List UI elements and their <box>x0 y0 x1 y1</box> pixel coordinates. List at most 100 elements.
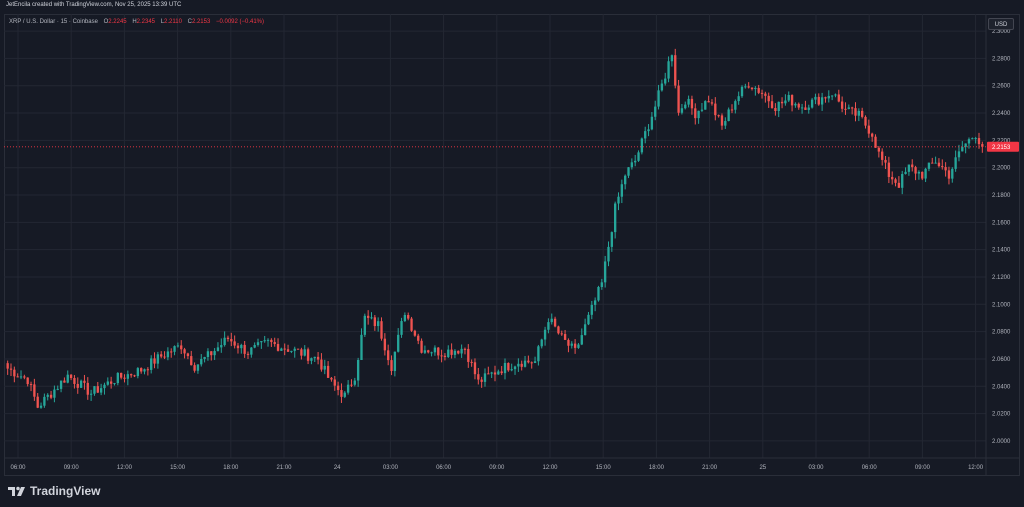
candle-body <box>674 55 677 86</box>
candle-body <box>790 95 794 106</box>
candle-body <box>784 100 787 104</box>
candle-body <box>750 87 754 90</box>
candle-body <box>977 138 981 145</box>
candle-body <box>29 384 33 386</box>
candle-body <box>223 337 226 346</box>
candle-body <box>166 351 170 358</box>
candle-body <box>477 374 480 380</box>
tradingview-logo[interactable]: TradingView <box>8 484 100 498</box>
candle-body <box>163 356 166 358</box>
candle-body <box>346 384 350 393</box>
candle-body <box>560 333 563 335</box>
candle-body <box>754 87 757 90</box>
candle-body <box>760 92 764 94</box>
candle-body <box>957 151 961 158</box>
legend-c-label: C <box>187 19 192 25</box>
y-tick-label: 2.1000 <box>992 302 1011 308</box>
chart-footer <box>0 478 1024 507</box>
candle-body <box>964 143 967 147</box>
candle-body <box>530 362 533 364</box>
candle-body <box>106 381 109 385</box>
candle-body <box>874 136 877 148</box>
candle-body <box>276 344 280 351</box>
candle-body <box>370 317 373 319</box>
candle-body <box>543 329 547 340</box>
candle-body <box>36 396 39 408</box>
candle-body <box>407 315 410 319</box>
candle-body <box>336 385 340 391</box>
candle-body <box>109 381 113 384</box>
candle-body <box>944 167 947 171</box>
candle-body <box>603 261 607 283</box>
candle-body <box>26 377 29 385</box>
candle-body <box>971 138 974 140</box>
candle-body <box>216 347 220 351</box>
candle-body <box>897 182 901 188</box>
candle-body <box>296 348 300 350</box>
candle-body <box>96 386 99 393</box>
price-chart[interactable]: 2.0000 2.0200 2.0400 2.0600 2.0800 2.1000 2.12… <box>4 14 1020 476</box>
candle-body <box>744 86 747 88</box>
candle-body <box>704 101 707 110</box>
candle-body <box>353 380 356 385</box>
candle-body <box>273 342 276 345</box>
candle-body <box>326 365 330 378</box>
candle-body <box>503 362 507 374</box>
candle-body <box>413 330 417 336</box>
candle-body <box>133 375 136 377</box>
candle-body <box>510 369 513 371</box>
candle-body <box>6 363 9 369</box>
candle-body <box>834 94 837 96</box>
candle-body <box>837 94 840 102</box>
chart-legend: XRP / U.S. Dollar · 15 · Coinbase O2.224… <box>9 19 264 25</box>
candle-body <box>780 101 784 104</box>
candle-body <box>931 162 934 164</box>
candle-body <box>403 315 407 322</box>
candle-body <box>9 368 13 370</box>
y-tick-label: 2.0400 <box>992 384 1011 390</box>
candle-body <box>714 103 717 116</box>
candle-body <box>186 353 190 357</box>
candle-body <box>203 357 206 360</box>
x-tick-label: 25 <box>759 465 766 471</box>
candle-body <box>246 353 250 355</box>
candle-body <box>600 282 603 287</box>
candle-body <box>490 372 493 374</box>
currency-button[interactable]: USD <box>988 18 1014 30</box>
candle-body <box>553 318 557 327</box>
candle-body <box>951 168 954 179</box>
y-tick-label: 2.2200 <box>992 138 1011 144</box>
legend-change: −0.0092 (−0.41%) <box>215 19 265 25</box>
candle-body <box>123 377 126 379</box>
x-tick-label: 21:00 <box>702 465 718 471</box>
candle-body <box>193 365 196 371</box>
candle-body <box>634 160 637 163</box>
candle-body <box>66 374 69 383</box>
candle-body <box>320 359 323 370</box>
candle-body <box>210 351 213 356</box>
x-tick-label: 12:00 <box>968 465 984 471</box>
candle-body <box>717 115 720 117</box>
candle-body <box>954 157 957 169</box>
candle-body <box>737 96 740 102</box>
brand-name: TradingView <box>30 484 101 498</box>
candle-body <box>39 405 43 408</box>
candle-body <box>540 339 543 347</box>
candle-body <box>250 347 253 355</box>
candle-body <box>934 162 937 164</box>
y-tick-label: 2.2400 <box>992 111 1011 117</box>
candle-body <box>236 345 240 349</box>
candle-body <box>917 171 921 174</box>
legend-high: 2.2345 <box>136 19 156 25</box>
legend-symbol: XRP / U.S. Dollar · 15 · Coinbase <box>9 19 98 25</box>
candle-body <box>343 392 346 397</box>
candle-body <box>443 355 447 357</box>
candle-body <box>49 394 53 398</box>
x-tick-label: 18:00 <box>223 465 239 471</box>
candle-body <box>260 341 263 343</box>
candle-body <box>226 337 230 340</box>
x-tick-label: 06:00 <box>862 465 878 471</box>
candle-body <box>86 382 89 395</box>
candle-body <box>597 286 600 301</box>
candle-body <box>89 393 93 395</box>
